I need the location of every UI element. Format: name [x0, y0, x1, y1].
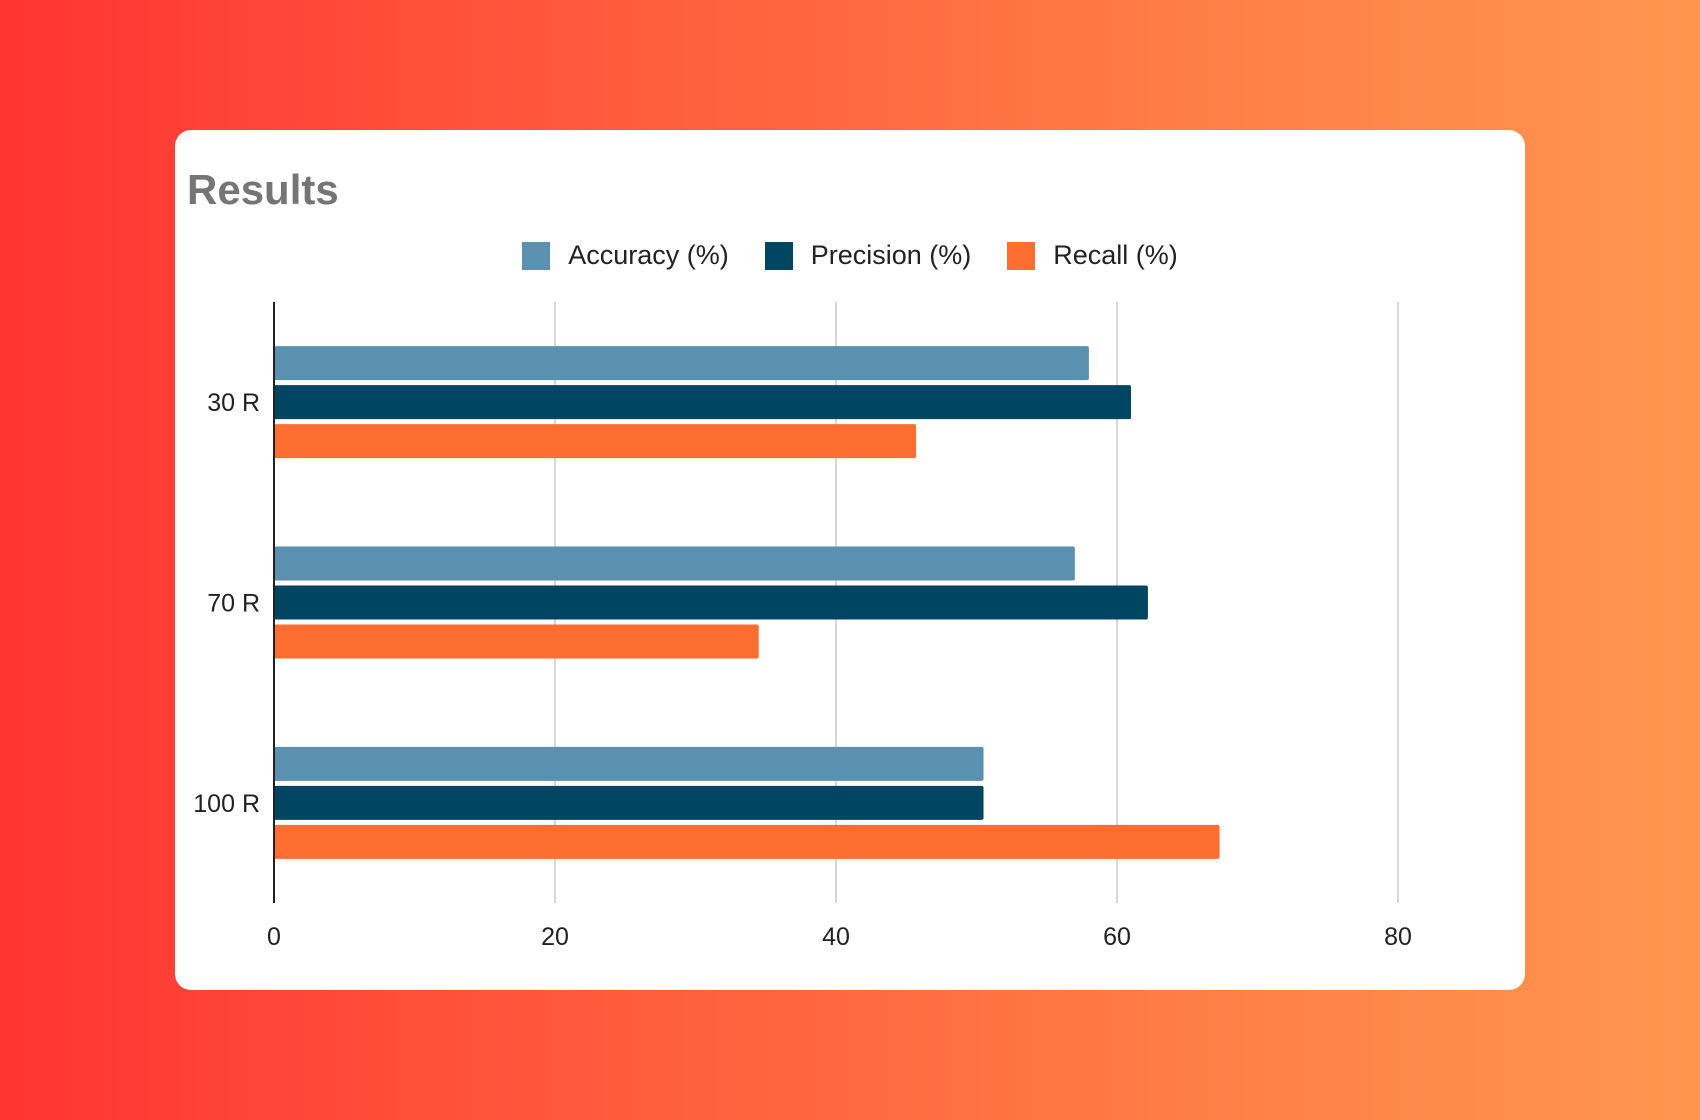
x-tick-label-80: 80: [1384, 923, 1412, 951]
bar-accuracy-0: [274, 346, 1089, 381]
y-tick-label-2: 100 R: [193, 790, 260, 818]
bar-precision-1: [274, 585, 1148, 620]
legend-item-precision: Precision (%): [764, 240, 972, 271]
bar-recall-2: [274, 824, 1220, 859]
bar-precision-0: [274, 385, 1132, 420]
legend-item-accuracy: Accuracy (%): [522, 240, 729, 271]
legend-label-precision: Precision (%): [810, 240, 972, 270]
bar-recall-1: [274, 624, 759, 659]
legend-swatch-recall: [1007, 241, 1036, 270]
y-tick-label-0: 30 R: [207, 389, 260, 417]
chart-title: Results: [187, 166, 339, 213]
x-tick-label-40: 40: [822, 923, 850, 951]
legend-swatch-precision: [764, 241, 793, 270]
chart-legend: Accuracy (%) Precision (%) Recall (%): [175, 240, 1525, 271]
legend-item-recall: Recall (%): [1007, 240, 1178, 271]
x-tick-label-60: 60: [1103, 923, 1131, 951]
legend-swatch-accuracy: [522, 241, 551, 270]
legend-label-recall: Recall (%): [1053, 240, 1178, 270]
legend-label-accuracy: Accuracy (%): [568, 240, 729, 270]
y-tick-label-1: 70 R: [207, 590, 260, 618]
x-tick-label-0: 0: [267, 923, 281, 951]
bar-recall-0: [274, 424, 917, 459]
x-tick-label-20: 20: [541, 923, 569, 951]
chart-card: Results Accuracy (%) Precision (%) Recal…: [175, 130, 1525, 990]
bar-chart: 0 20 40 60 80 30 R 70 R 100 R: [193, 302, 1412, 951]
bar-accuracy-1: [274, 546, 1075, 581]
bar-accuracy-2: [274, 746, 984, 781]
bar-precision-2: [274, 785, 984, 820]
